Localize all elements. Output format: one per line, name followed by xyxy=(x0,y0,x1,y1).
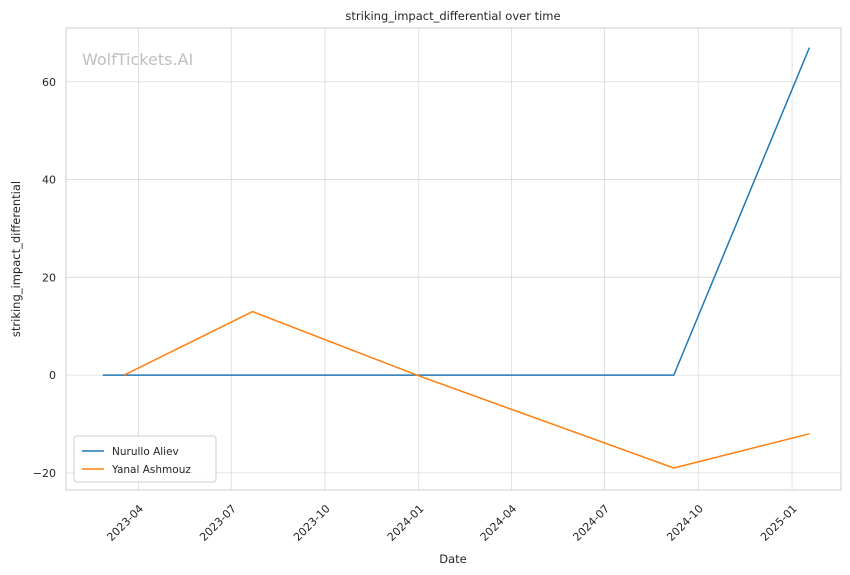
y-tick-label: 20 xyxy=(42,271,56,284)
y-tick-label: 40 xyxy=(42,174,56,187)
series-line xyxy=(102,47,811,376)
y-tick-label: 0 xyxy=(49,369,56,382)
legend: Nurullo Aliev Yanal Ashmouz xyxy=(73,435,217,483)
legend-label: Nurullo Aliev xyxy=(112,446,179,458)
y-tick-label: 60 xyxy=(42,76,56,89)
legend-box xyxy=(73,435,217,483)
x-axis-label: Date xyxy=(439,552,467,566)
y-tick-label: −20 xyxy=(33,467,56,480)
chart-title: striking_impact_differential over time xyxy=(345,9,560,23)
plot-frame xyxy=(65,27,842,491)
series-lines xyxy=(102,47,811,469)
legend-label: Yanal Ashmouz xyxy=(111,464,191,476)
y-axis-label: striking_impact_differential xyxy=(9,181,23,337)
series-line xyxy=(123,310,810,469)
watermark: WolfTickets.AI xyxy=(82,50,193,69)
